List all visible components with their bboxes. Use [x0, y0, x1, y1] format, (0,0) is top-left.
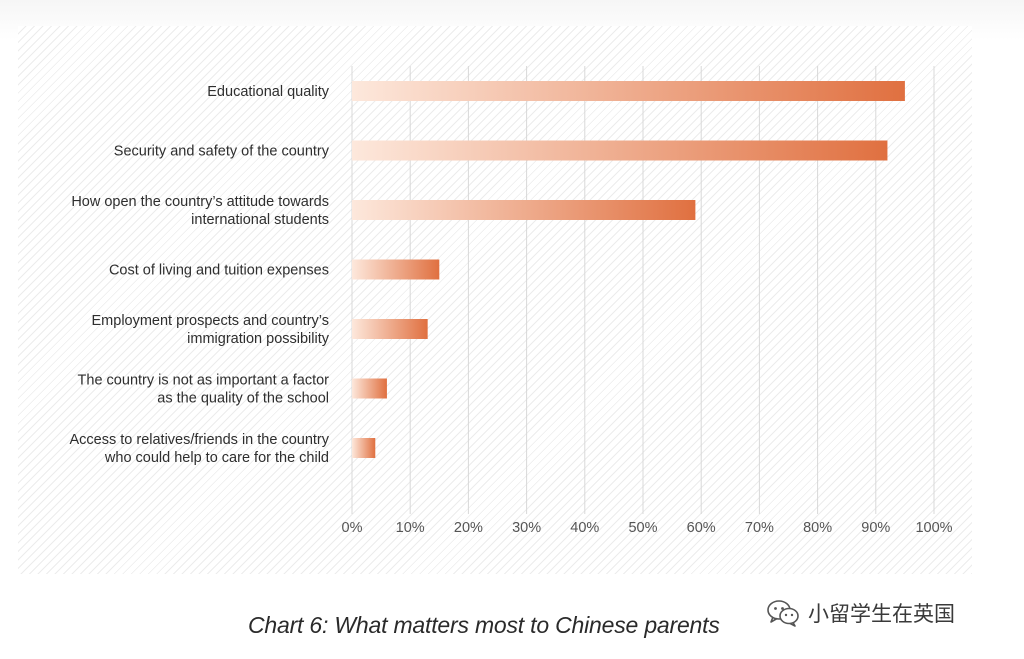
category-labels: Educational quality Security and safety o… [69, 84, 329, 466]
bar [352, 378, 387, 399]
bar-chart: Educational quality Security and safety o… [69, 66, 953, 536]
category-label-line: Educational quality [207, 84, 329, 100]
category-label-line: Access to relatives/friends in the count… [69, 432, 329, 448]
x-tick-label: 60% [687, 520, 716, 536]
x-tick-label: 50% [628, 520, 657, 536]
x-tick-label: 80% [803, 520, 832, 536]
category-label: Employment prospects and country’s immigr… [92, 313, 330, 347]
x-axis-ticks: 0% 10% 20% 30% 40% 50% 60% 70% 80% 90% 100% [342, 520, 953, 536]
category-label: Cost of living and tuition expenses [109, 263, 329, 279]
category-label-line: Cost of living and tuition expenses [109, 263, 329, 279]
category-label-line: immigration possibility [187, 331, 330, 347]
category-label: How open the country’s attitude towards i… [71, 194, 329, 228]
bar [352, 259, 440, 280]
watermark: 小留学生在英国 [766, 598, 955, 628]
bar [352, 200, 696, 220]
category-label-line: international students [191, 212, 329, 228]
gridlines [351, 66, 935, 514]
x-tick-label: 10% [396, 520, 425, 536]
bar [352, 438, 376, 458]
category-label-line: as the quality of the school [157, 391, 329, 407]
x-tick-label: 70% [745, 520, 774, 536]
category-label-line: The country is not as important a factor [78, 373, 330, 389]
category-label-line: Security and safety of the country [114, 144, 330, 160]
category-label-line: Employment prospects and country’s [92, 313, 330, 329]
x-tick-label: 100% [915, 520, 952, 536]
category-label: Security and safety of the country [114, 144, 330, 160]
bar [352, 81, 905, 101]
category-label: The country is not as important a factor… [78, 373, 330, 407]
category-label-line: who could help to care for the child [104, 450, 329, 466]
category-label-line: How open the country’s attitude towards [71, 194, 329, 210]
category-label: Access to relatives/friends in the count… [69, 432, 329, 466]
watermark-text: 小留学生在英国 [808, 602, 955, 626]
x-tick-label: 20% [454, 520, 483, 536]
bars [352, 81, 905, 458]
bar [352, 319, 428, 339]
chart-caption: Chart 6: What matters most to Chinese pa… [248, 612, 720, 638]
chart-panel: Educational quality Security and safety o… [18, 26, 972, 574]
x-tick-label: 30% [512, 520, 541, 536]
bar [352, 140, 888, 161]
x-tick-label: 90% [861, 520, 890, 536]
category-label: Educational quality [207, 84, 329, 100]
x-tick-label: 40% [570, 520, 599, 536]
wechat-icon [767, 600, 799, 627]
x-tick-label: 0% [342, 520, 363, 536]
